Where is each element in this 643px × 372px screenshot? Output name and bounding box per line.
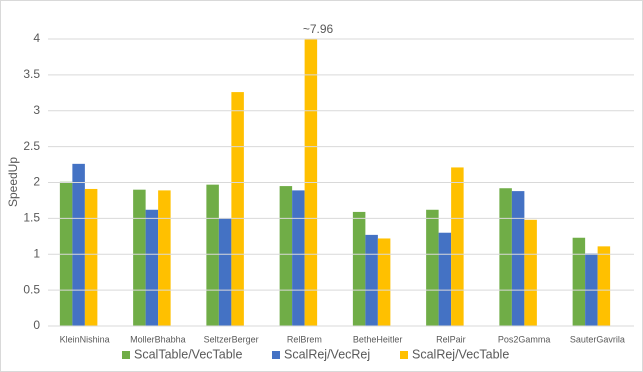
legend-label: ScalTable/VecTable [134,347,242,361]
bar [133,189,146,326]
x-tick-label: RelBrem [287,334,322,344]
y-tick-label: 2 [33,175,40,189]
legend-swatch [272,351,280,359]
x-tick-label: SauterGavrila [570,334,625,344]
y-tick-label: 1.5 [23,211,40,225]
legend-swatch [400,351,408,359]
bar [292,190,305,326]
bar [231,92,244,326]
bar [597,246,611,326]
bar [451,167,464,326]
bar [72,163,85,326]
bar [84,188,98,326]
y-tick-label: 1 [33,246,40,260]
x-tick-label: KleinNishina [60,334,110,344]
bar [511,191,525,326]
legend-swatch [122,351,130,359]
bar [158,190,171,326]
bar [499,188,512,326]
legend-label: ScalRej/VecRej [284,347,370,361]
bar [426,209,439,326]
y-tick-label: 0 [33,318,40,332]
legend-label: ScalRej/VecTable [412,347,509,361]
y-tick-label: 3.5 [23,67,40,81]
bar [218,218,232,326]
bar [524,219,537,326]
x-tick-label: RelPair [436,334,466,344]
y-tick-label: 3 [33,103,40,117]
bar [304,39,318,326]
bar [365,234,378,326]
y-tick-label: 2.5 [23,139,40,153]
x-tick-label: Pos2Gamma [498,334,551,344]
x-tick-label: SeltzerBerger [204,334,259,344]
bar [145,209,159,326]
bar [438,232,452,326]
y-axis-label: SpeedUp [6,157,20,207]
bar [352,211,366,326]
bar [572,237,586,326]
y-tick-label: 4 [33,31,40,45]
x-tick-label: MollerBhabha [130,334,186,344]
bar [377,238,391,326]
annotation: ~7.96 [303,22,334,36]
x-tick-label: BetheHeitler [353,334,403,344]
bar [279,186,293,326]
bar [206,184,219,326]
y-tick-label: 0.5 [23,282,40,296]
